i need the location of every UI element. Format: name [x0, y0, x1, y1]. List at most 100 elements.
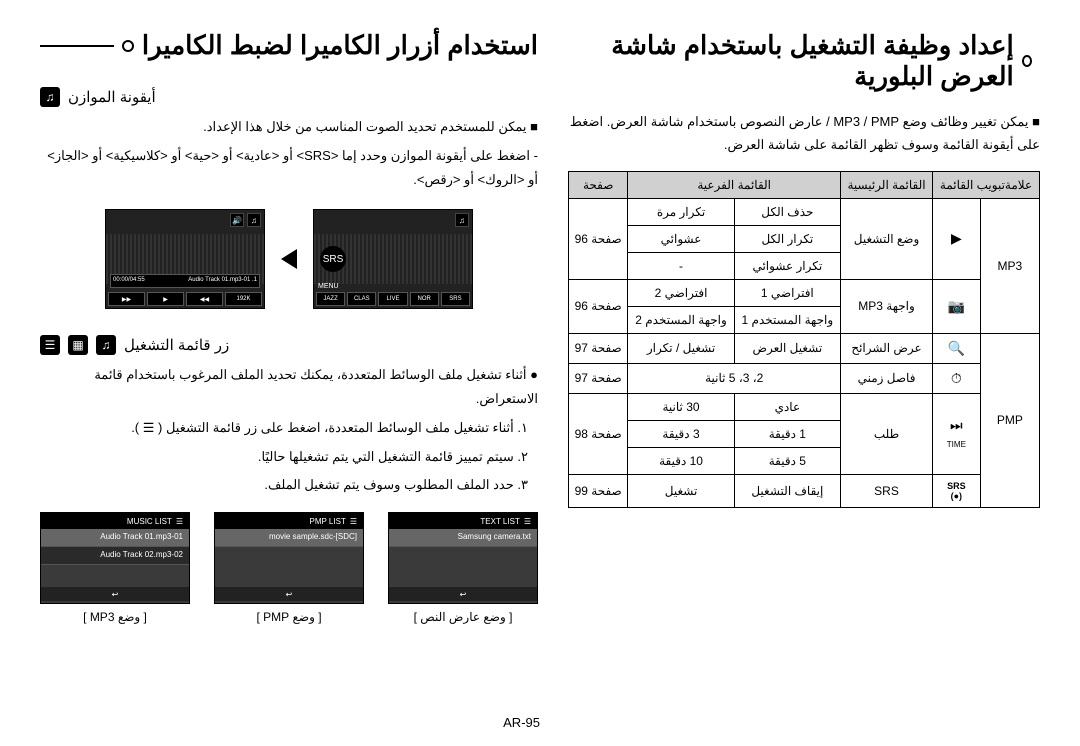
- pmp-mode-screen: ☰PMP LIST [SDC]-movie sample.sdc ↩: [214, 512, 364, 604]
- right-column: استخدام أزرار الكاميرا لضبط الكاميرا أيق…: [40, 30, 538, 716]
- r10-sub2: تشغيل: [628, 474, 734, 507]
- hp-icon: ♫: [247, 213, 261, 227]
- eq-live: LIVE: [378, 292, 407, 306]
- arrow-icon: [281, 249, 297, 269]
- left-intro: ■ يمكن تغيير وظائف وضع MP3 / PMP / عارض …: [568, 110, 1040, 157]
- th-sub: القائمة الفرعية: [628, 171, 841, 198]
- mp3-mode: MP3: [980, 198, 1039, 333]
- eq-text2: - اضغط على أيقونة الموازن وحدد إما <SRS>…: [40, 144, 538, 191]
- r10-page: صفحة 99: [569, 474, 628, 507]
- mp3-mode-col: ☰MUSIC LIST 01-Audio Track 01.mp3 02-Aud…: [40, 512, 190, 624]
- pmp-mode: PMP: [980, 333, 1039, 507]
- r8-sub2: 3 دقيقة: [628, 420, 734, 447]
- menu-label: MENU: [318, 283, 339, 290]
- r3-sub2: افتراضي 2: [628, 279, 734, 306]
- title-dot: [122, 40, 134, 52]
- headphone-icon: ♫: [40, 87, 60, 107]
- th-page: صفحة: [569, 171, 628, 198]
- playlist-header-row: زر قائمة التشغيل ♫ ▦ ☰: [40, 335, 538, 355]
- r7-sub: عادي: [734, 393, 840, 420]
- left-title-row: إعداد وظيفة التشغيل باستخدام شاشة العرض …: [568, 30, 1040, 92]
- camera-icon: 📷: [933, 279, 981, 333]
- vol-icon: 🔊: [230, 213, 244, 227]
- pmp-mode-col: ☰PMP LIST [SDC]-movie sample.sdc ↩ [ وضع…: [214, 512, 364, 624]
- r3-main: واجهة MP3: [841, 279, 933, 333]
- r9-sub2: 10 دقيقة: [628, 447, 734, 474]
- left-column: إعداد وظيفة التشغيل باستخدام شاشة العرض …: [568, 30, 1040, 716]
- left-title-dot: [1022, 55, 1032, 67]
- right-title-row: استخدام أزرار الكاميرا لضبط الكاميرا: [40, 30, 538, 61]
- r9-sub: 5 دقيقة: [734, 447, 840, 474]
- right-title: استخدام أزرار الكاميرا لضبط الكاميرا: [142, 30, 538, 61]
- pl-step1: ١. أثناء تشغيل ملف الوسائط المتعددة، اضغ…: [40, 416, 538, 441]
- bitrate: 192K: [225, 292, 262, 306]
- r0-sub2: تكرار مرة: [628, 198, 734, 225]
- r10-main: SRS: [841, 474, 933, 507]
- r2-sub: تكرار عشوائي: [734, 252, 840, 279]
- play-icon: ▶: [933, 198, 981, 279]
- back-btn2: ↩: [215, 587, 363, 601]
- r0-main: وضع التشغيل: [841, 198, 933, 279]
- left-title: إعداد وظيفة التشغيل باستخدام شاشة العرض …: [568, 30, 1014, 92]
- r5-page: صفحة 97: [569, 333, 628, 363]
- r7-sub2: 30 ثانية: [628, 393, 734, 420]
- r2-sub2: -: [628, 252, 734, 279]
- eq-clas: CLAS: [347, 292, 376, 306]
- playlist-label: زر قائمة التشغيل: [124, 336, 229, 354]
- pl-step3: ٣. حدد الملف المطلوب وسوف يتم تشغيل المل…: [40, 473, 538, 498]
- search-icon: 🔍: [933, 333, 981, 363]
- r5-sub2: تشغيل / تكرار: [628, 333, 734, 363]
- mode-screens: ☰TEXT LIST Samsung camera.txt ↩ [ وضع عا…: [40, 512, 538, 624]
- r6-page: صفحة 97: [569, 363, 628, 393]
- text-mode-col: ☰TEXT LIST Samsung camera.txt ↩ [ وضع عا…: [388, 512, 538, 624]
- pmp-mode-label: [ وضع PMP ]: [256, 610, 321, 624]
- next-btn: ▶▶: [108, 292, 145, 306]
- prev-btn: ◀◀: [186, 292, 223, 306]
- r8-page: صفحة 98: [569, 393, 628, 474]
- pl-step2: ٢. سيتم تمييز قائمة التشغيل التي يتم تشغ…: [40, 445, 538, 470]
- r4-sub: واجهة المستخدم 1: [734, 306, 840, 333]
- srs-icon: SRS(●): [933, 474, 981, 507]
- eq-screen-left: ♫ SRS NOR LIVE CLAS JAZZ SRS MENU: [313, 209, 473, 309]
- track-bar: 1. 01-Audio Track 01.mp3 00:00/04:55: [110, 274, 260, 288]
- play-btn: ▶: [147, 292, 184, 306]
- page-number: AR-95: [503, 715, 540, 730]
- skip-icon: ⏭TIME: [933, 393, 981, 474]
- eq-jazz: JAZZ: [316, 292, 345, 306]
- settings-table: علامةتبويب القائمة القائمة الرئيسية القا…: [568, 171, 1040, 508]
- text-item: Samsung camera.txt: [389, 529, 537, 547]
- text-mode-screen: ☰TEXT LIST Samsung camera.txt ↩: [388, 512, 538, 604]
- eq-nor: NOR: [410, 292, 439, 306]
- r8-sub: 1 دقيقة: [734, 420, 840, 447]
- mp3-mode-label: [ وضع MP3 ]: [83, 610, 147, 624]
- r5-main: عرض الشرائح: [841, 333, 933, 363]
- pl-hp-icon: ♫: [96, 335, 116, 355]
- r3-sub: افتراضي 1: [734, 279, 840, 306]
- pl-list-icon: ☰: [40, 335, 60, 355]
- r0-sub: حذف الكل: [734, 198, 840, 225]
- eq-text1: ■ يمكن للمستخدم تحديد الصوت المناسب من خ…: [40, 115, 538, 138]
- pl-text1: ● أثناء تشغيل ملف الوسائط المتعددة، يمكن…: [40, 363, 538, 410]
- headphone-mini-icon: ♫: [455, 213, 469, 227]
- th-tab: علامةتبويب القائمة: [933, 171, 1040, 198]
- r1-sub: تكرار الكل: [734, 225, 840, 252]
- r5-sub: تشغيل العرض: [734, 333, 840, 363]
- mp3-item2: 02-Audio Track 02.mp3: [41, 547, 189, 565]
- r10-sub: إيقاف التشغيل: [734, 474, 840, 507]
- eq-screen-right: ♫ 🔊 1. 01-Audio Track 01.mp3 00:00/04:55…: [105, 209, 265, 309]
- r4-sub2: واجهة المستخدم 2: [628, 306, 734, 333]
- r6-main: فاصل زمني: [841, 363, 933, 393]
- pl-grid-icon: ▦: [68, 335, 88, 355]
- r1-sub2: عشوائي: [628, 225, 734, 252]
- mp3-item1: 01-Audio Track 01.mp3: [41, 529, 189, 547]
- r1-page: صفحة 96: [569, 198, 628, 279]
- back-btn3: ↩: [41, 587, 189, 601]
- r6-sub2: 2، 3، 5 ثانية: [628, 363, 841, 393]
- eq-label: أيقونة الموازن: [68, 88, 156, 106]
- text-mode-label: [ وضع عارض النص ]: [414, 610, 513, 624]
- r3-page: صفحة 96: [569, 279, 628, 333]
- equalizer-header: أيقونة الموازن ♫: [40, 87, 538, 107]
- srs-circle: SRS: [320, 246, 346, 272]
- th-main: القائمة الرئيسية: [841, 171, 933, 198]
- r8-main: طلب: [841, 393, 933, 474]
